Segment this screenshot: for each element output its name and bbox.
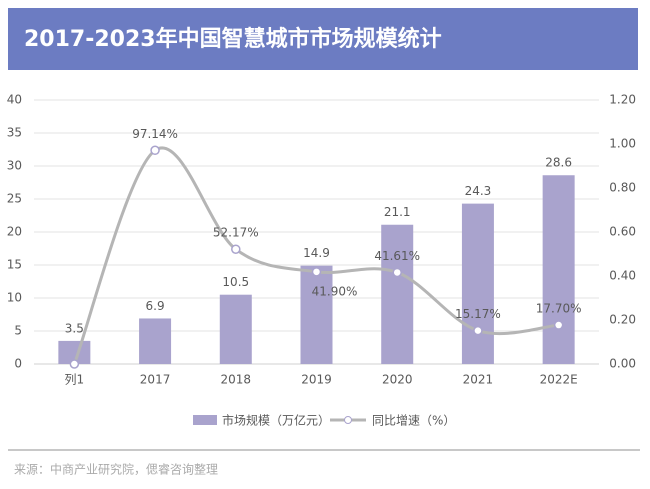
bar <box>542 175 575 364</box>
line-value-label: 52.17% <box>213 226 259 240</box>
x-tick-label: 2022E <box>540 373 578 387</box>
bar-value-label: 6.9 <box>146 299 165 313</box>
bar <box>58 340 91 364</box>
line-marker <box>69 359 80 369</box>
y-tick-label: 20 <box>7 225 22 239</box>
line-marker <box>392 267 402 278</box>
line <box>72 146 559 365</box>
source: 来源：中商产业研究院，偲睿咨询整理 <box>14 462 218 477</box>
line-value-label: 17.70% <box>536 302 582 316</box>
y2-tick-label: 1.00 <box>609 137 636 151</box>
bar-value-label: 3.5 <box>65 321 84 335</box>
line-marker <box>553 320 564 330</box>
chart-title: 2017-2023年中国智慧城市市场规模统计 <box>24 26 442 52</box>
line-value-label: 97.14% <box>132 127 178 141</box>
line-value-label: 41.90% <box>312 284 358 298</box>
bar <box>300 265 333 364</box>
y-tick-label: 25 <box>7 192 22 206</box>
y2-tick-label: 0.20 <box>609 313 636 327</box>
title-banner <box>8 8 638 70</box>
legend-label: 市场规模（万亿元） <box>222 413 330 428</box>
x-tick-label: 2017 <box>140 373 171 387</box>
bar-value-label: 10.5 <box>222 275 249 289</box>
y-tick-label: 40 <box>7 93 22 107</box>
bar <box>139 318 172 364</box>
y2-tick-label: 0.40 <box>609 269 636 283</box>
bar-value-label: 14.9 <box>303 246 330 260</box>
y2-tick-label: 0.00 <box>609 357 636 371</box>
line-value-label: 41.61% <box>374 249 420 263</box>
line-marker <box>473 325 483 336</box>
y-tick-label: 10 <box>7 291 22 305</box>
line-value-label: 15.17% <box>455 307 501 321</box>
legend-swatch <box>193 415 217 425</box>
x-tick-label: 2018 <box>221 373 252 387</box>
y2-tick-label: 0.60 <box>609 225 636 239</box>
bar-value-label: 24.3 <box>465 184 492 198</box>
y2-tick-label: 1.20 <box>609 93 636 107</box>
bar <box>461 203 494 364</box>
y-tick-label: 30 <box>7 159 22 173</box>
y-tick-label: 35 <box>7 126 22 140</box>
line-marker <box>150 145 160 156</box>
legend-marker <box>344 416 352 424</box>
y2-tick-label: 0.80 <box>609 181 636 195</box>
bar-value-label: 28.6 <box>545 156 572 170</box>
x-tick-label: 列1 <box>65 373 85 387</box>
y-tick-label: 0 <box>14 357 22 371</box>
y-tick-label: 15 <box>7 258 22 272</box>
x-tick-label: 2021 <box>463 373 494 387</box>
bar-value-label: 21.1 <box>384 205 411 219</box>
y-tick-label: 5 <box>14 324 22 338</box>
line-marker <box>311 267 322 277</box>
bar <box>381 224 414 364</box>
x-tick-label: 2019 <box>301 373 332 387</box>
line-marker <box>231 244 241 254</box>
bar <box>219 294 252 364</box>
x-tick-label: 2020 <box>382 373 413 387</box>
legend-label: 同比增速（%） <box>372 414 455 428</box>
